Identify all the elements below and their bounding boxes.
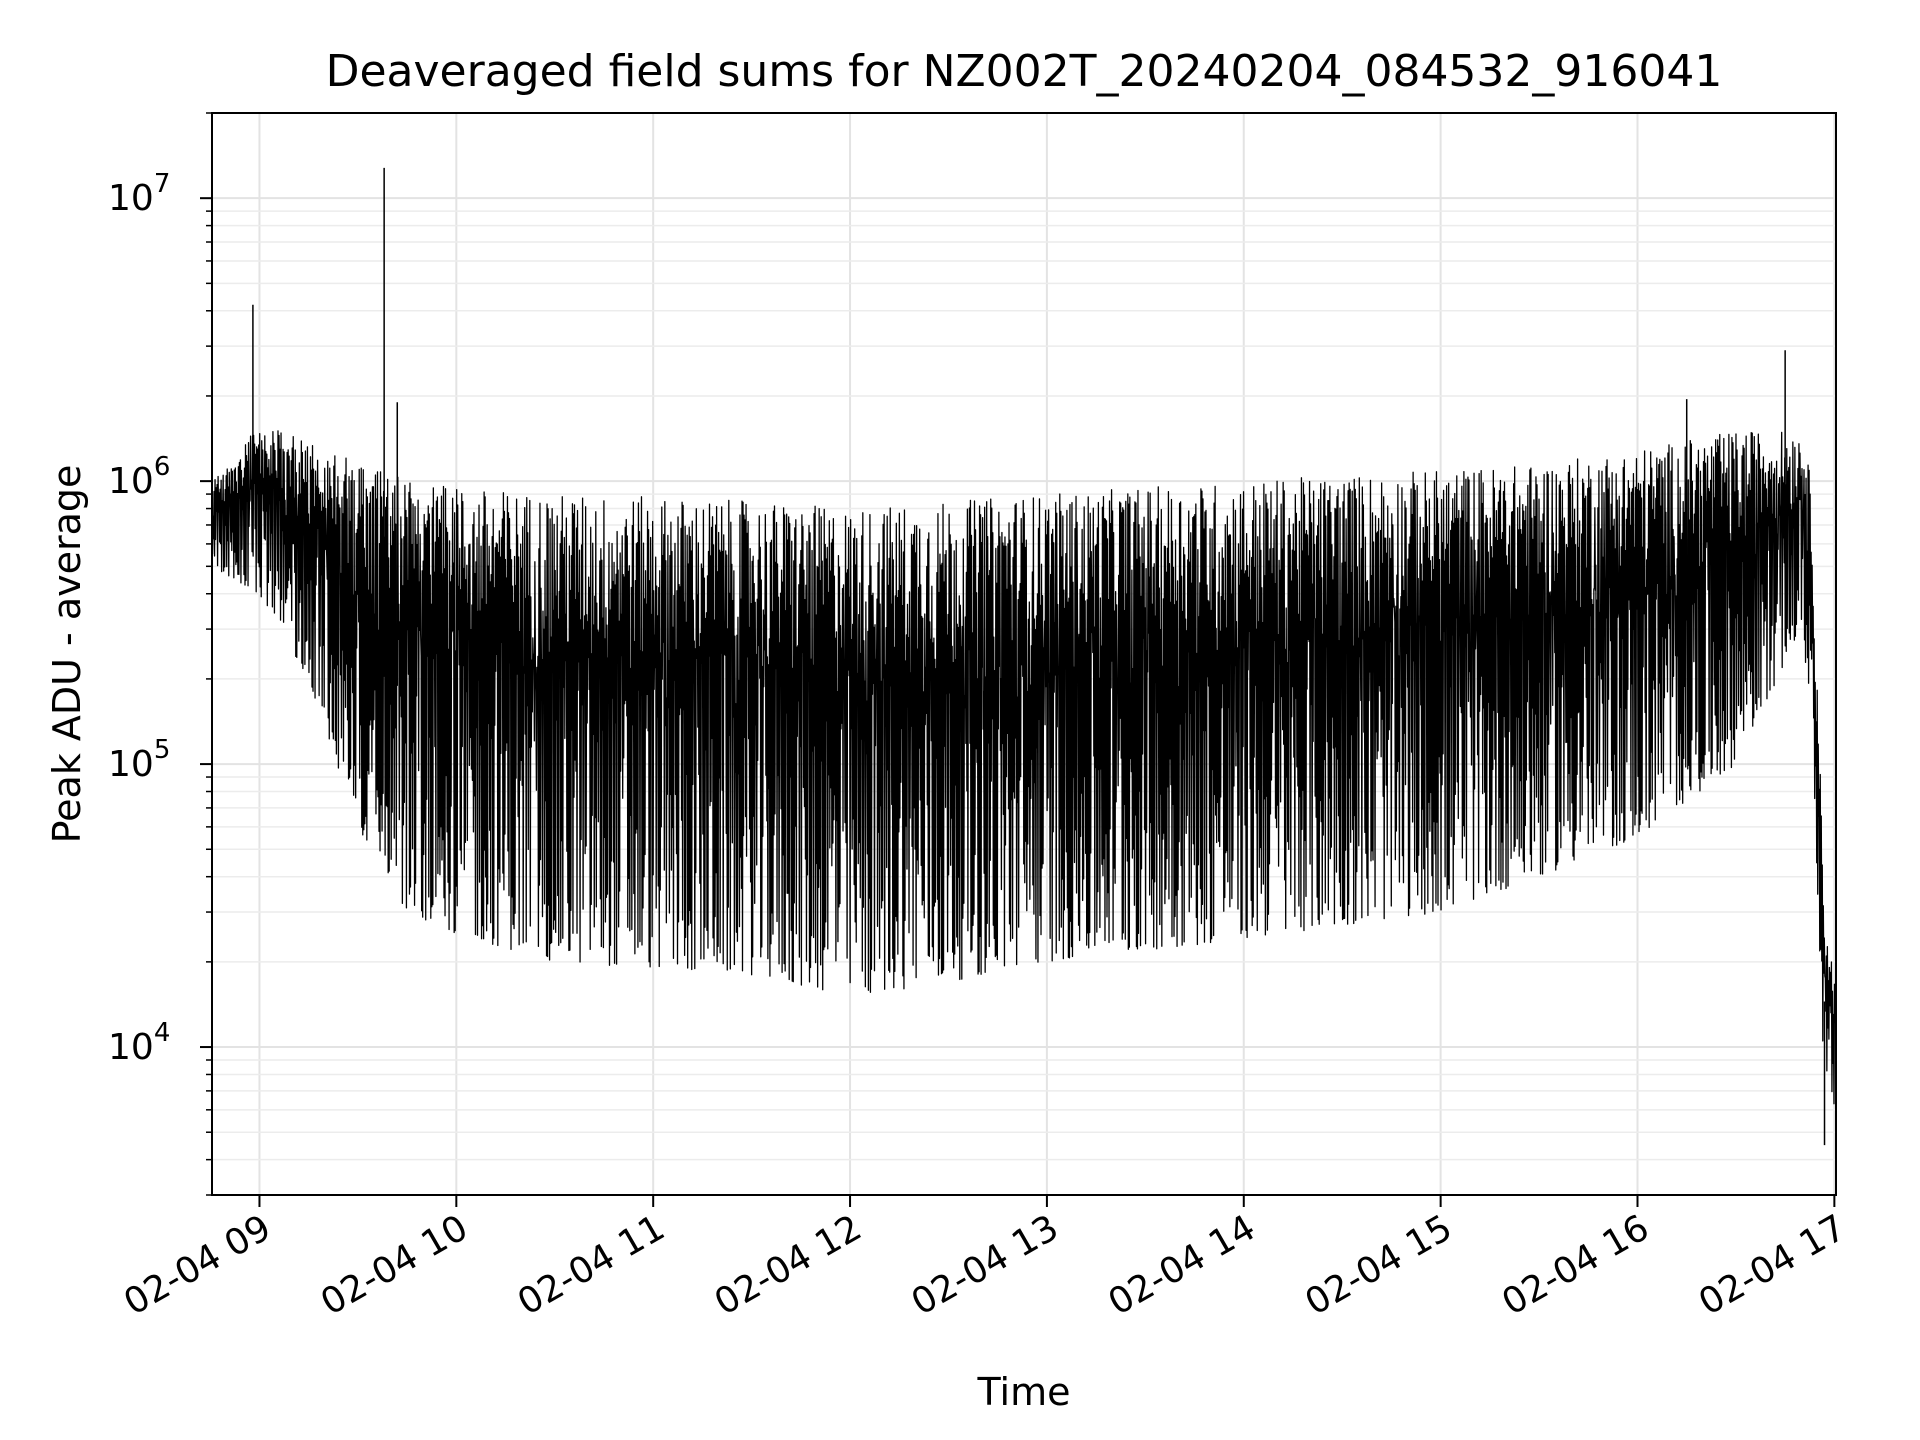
y-tick-exponent: 6 (154, 452, 171, 482)
y-tick-base: 10 (108, 1027, 154, 1068)
x-axis-label: Time (977, 1370, 1071, 1414)
y-axis-label: Peak ADU - average (45, 465, 89, 844)
data-layer (211, 167, 1837, 1146)
y-tick-exponent: 5 (154, 735, 171, 765)
data-series-line (211, 430, 1837, 1105)
y-tick-exponent: 7 (154, 169, 171, 199)
y-tick-base: 10 (108, 178, 154, 219)
y-tick-label: 106 (108, 452, 170, 502)
y-tick-label: 105 (108, 735, 170, 785)
y-tick-label: 104 (108, 1018, 170, 1068)
y-tick-base: 10 (108, 744, 154, 785)
y-tick-label: 107 (108, 169, 170, 219)
y-tick-base: 10 (108, 461, 154, 502)
chart-title: Deaveraged field sums for NZ002T_2024020… (326, 46, 1723, 97)
y-tick-exponent: 4 (154, 1018, 171, 1048)
plot-frame (211, 112, 1837, 1196)
